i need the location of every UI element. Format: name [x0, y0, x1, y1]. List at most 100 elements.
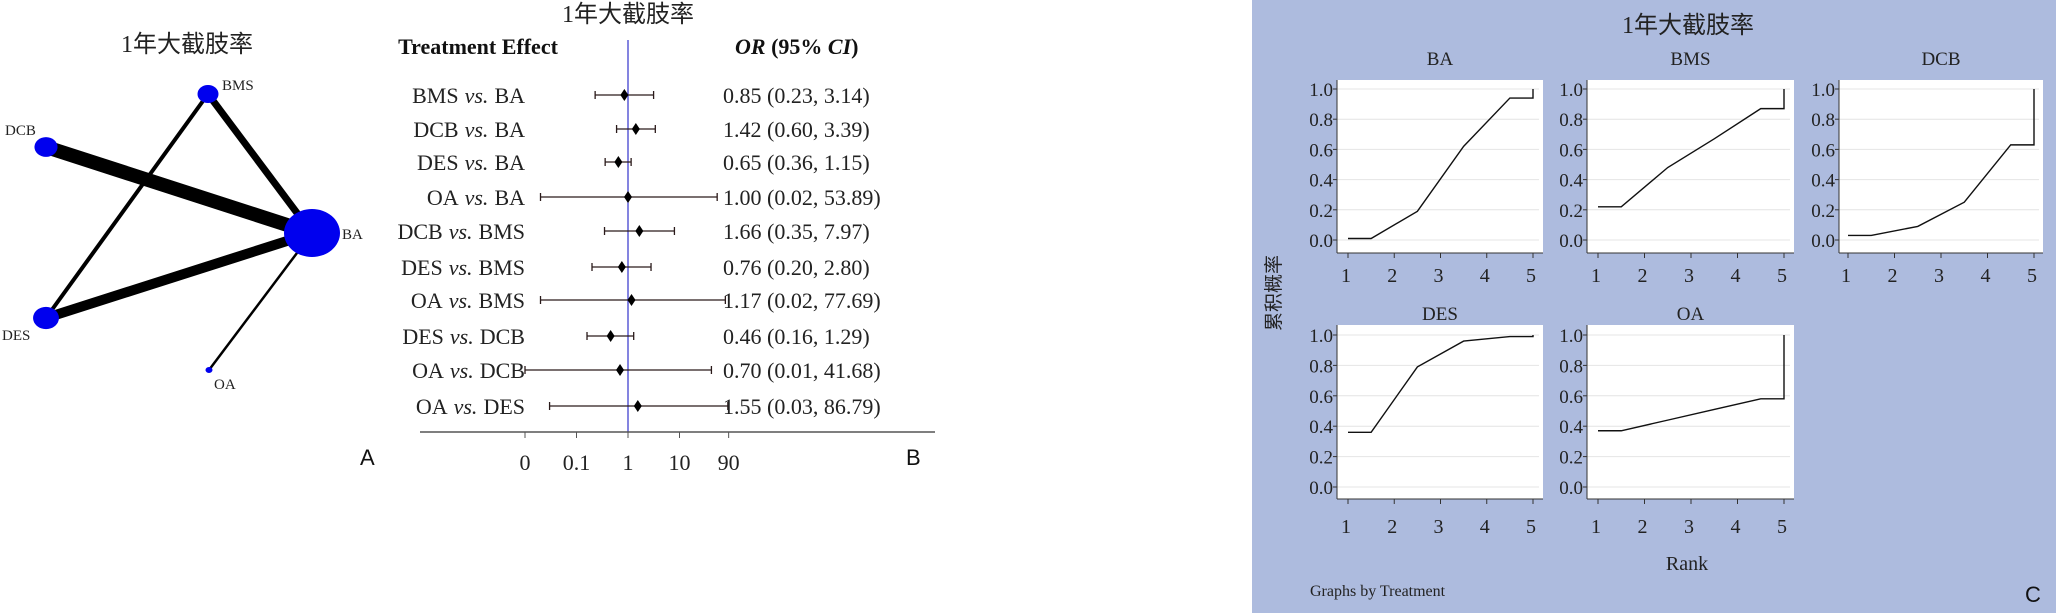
comparison-reference: DCB [480, 324, 525, 349]
x-tick-label: 5 [1526, 516, 1536, 538]
y-tick-label: 0.0 [1309, 231, 1333, 252]
subplot-title: BMS [1670, 49, 1710, 70]
subplot-title: DCB [1921, 49, 1960, 70]
point-estimate-marker [616, 364, 625, 376]
y-tick-label: 0.6 [1309, 140, 1333, 161]
forest-header-part: ) [851, 34, 858, 59]
comparison-label: OA vs. BMS [411, 288, 525, 313]
x-tick-label: 4 [1731, 516, 1741, 538]
network-node-label: DCB [5, 123, 36, 139]
y-tick-label: 0.2 [1309, 201, 1333, 222]
x-tick-label: 4 [1731, 265, 1741, 287]
x-tick-label: 90 [718, 450, 740, 475]
x-tick-label: 1 [1591, 265, 1601, 287]
y-tick-label: 1.0 [1559, 80, 1583, 101]
subplot-plot-area [1839, 80, 2043, 253]
x-tick-label: 2 [1638, 265, 1648, 287]
subplot-title: OA [1677, 304, 1705, 325]
network-edge-bms-ba [205, 91, 315, 236]
network-node-label: DES [2, 328, 30, 344]
ranking-subplot-ba: BA 0.0 0.2 0.4 0.6 0.8 1.0 1 2 3 4 5 [1309, 49, 1543, 287]
or-ci-value: 1.66 (0.35, 7.97) [723, 219, 870, 244]
comparison-vs: vs. [465, 185, 489, 210]
network-node-dcb [34, 137, 58, 157]
comparison-treatment: OA [416, 394, 448, 419]
network-edge-oa-ba [208, 232, 313, 371]
or-ci-value: 0.46 (0.16, 1.29) [723, 324, 870, 349]
x-tick-label: 2 [1387, 265, 1397, 287]
y-tick-label: 0.2 [1559, 448, 1583, 469]
comparison-vs: vs. [449, 255, 473, 280]
comparison-label: OA vs. BA [427, 185, 525, 210]
x-tick-label: 1 [623, 450, 634, 475]
y-tick-label: 0.8 [1811, 110, 1835, 131]
y-tick-label: 0.2 [1811, 201, 1835, 222]
point-estimate-marker [617, 261, 626, 273]
point-estimate-marker [606, 330, 615, 342]
y-tick-label: 0.2 [1559, 201, 1583, 222]
subplot-title: BA [1427, 49, 1454, 70]
cumulative-probability-line [1848, 89, 2035, 237]
comparison-vs: vs. [449, 288, 473, 313]
network-node-label: BA [342, 227, 363, 243]
panel-letter-c: C [2025, 582, 2041, 607]
point-estimate-marker [633, 400, 642, 412]
y-tick-label: 0.6 [1559, 140, 1583, 161]
comparison-reference: BA [494, 185, 525, 210]
network-node-label: BMS [222, 78, 254, 94]
x-tick-label: 3 [1684, 516, 1694, 538]
comparison-label: DES vs. BMS [401, 255, 525, 280]
subplot-plot-area [1587, 325, 1794, 499]
y-tick-label: 1.0 [1811, 80, 1835, 101]
y-tick-label: 0.8 [1309, 110, 1333, 131]
subplot-plot-area [1587, 80, 1794, 253]
y-tick-label: 0.6 [1309, 387, 1333, 408]
comparison-vs: vs. [450, 324, 474, 349]
network-plot: 1年大截肢率 BMS DCB BA DES OA A [2, 31, 375, 470]
y-tick-label: 0.0 [1309, 478, 1333, 499]
comparison-label: OA vs. DCB [412, 358, 525, 383]
comparison-label: DCB vs. BMS [397, 219, 525, 244]
comparison-treatment: DCB [397, 219, 442, 244]
x-tick-label: 1 [1841, 265, 1851, 287]
network-node-bms [197, 85, 219, 103]
comparison-reference: BMS [479, 255, 525, 280]
y-tick-label: 0.8 [1559, 356, 1583, 377]
point-estimate-marker [620, 89, 629, 101]
comparison-treatment: DES [401, 255, 443, 280]
comparison-vs: vs. [465, 83, 489, 108]
or-ci-value: 1.42 (0.60, 3.39) [723, 117, 870, 142]
y-tick-label: 0.4 [1559, 417, 1583, 438]
x-tick-label: 5 [1777, 516, 1787, 538]
x-tick-label: 3 [1684, 265, 1694, 287]
y-tick-label: 0.4 [1309, 171, 1333, 192]
network-title: 1年大截肢率 [121, 31, 253, 58]
comparison-reference: DES [483, 394, 525, 419]
forest-header-part: (95% [766, 34, 828, 59]
comparison-vs: vs. [450, 358, 474, 383]
comparison-treatment: DES [402, 324, 444, 349]
x-tick-label: 5 [1777, 265, 1787, 287]
x-tick-label: 1 [1591, 516, 1601, 538]
y-tick-label: 0.8 [1559, 110, 1583, 131]
y-tick-label: 0.4 [1559, 171, 1583, 192]
comparison-vs: vs. [454, 394, 478, 419]
x-tick-label: 3 [1434, 265, 1444, 287]
or-ci-value: 1.17 (0.02, 77.69) [723, 288, 881, 313]
cumulative-probability-line [1598, 335, 1785, 432]
x-tick-label: 2 [1888, 265, 1898, 287]
y-tick-label: 0.6 [1559, 387, 1583, 408]
x-tick-label: 1 [1341, 516, 1351, 538]
comparison-reference: BA [494, 83, 525, 108]
comparison-label: BMS vs. BA [412, 83, 525, 108]
x-tick-label: 2 [1638, 516, 1648, 538]
x-axis-label: Rank [1666, 553, 1708, 575]
point-estimate-marker [635, 225, 644, 237]
forest-header-treatment: Treatment Effect [398, 34, 559, 59]
ranking-subplot-bms: BMS 0.0 0.2 0.4 0.6 0.8 1.0 1 2 3 4 5 [1559, 49, 1794, 287]
network-node-oa [205, 367, 213, 373]
x-tick-label: 10 [669, 450, 691, 475]
y-tick-label: 0.8 [1309, 356, 1333, 377]
